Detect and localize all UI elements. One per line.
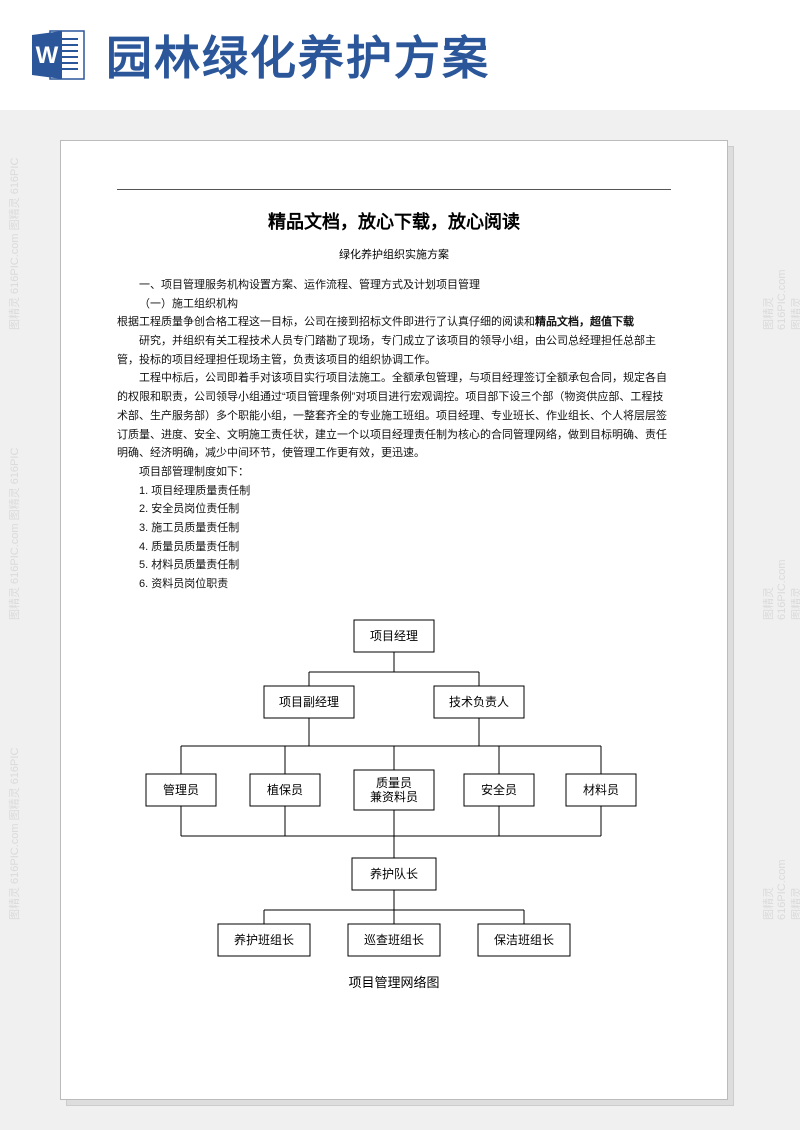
list-item: 6. 资料员岗位职责 — [117, 575, 671, 594]
svg-text:植保员: 植保员 — [267, 782, 303, 797]
chart-caption: 项目管理网络图 — [129, 972, 659, 991]
svg-text:养护队长: 养护队长 — [370, 866, 418, 881]
svg-text:项目经理: 项目经理 — [370, 629, 418, 643]
svg-text:兼资料员: 兼资料员 — [370, 790, 418, 804]
paragraph: （一）施工组织机构 — [117, 295, 671, 314]
watermark: 图精灵 616PIC.com 图精灵 616PIC — [760, 269, 800, 330]
divider — [117, 189, 671, 190]
org-chart-svg: 项目经理项目副经理 技术负责人管理员 植保员 质量员兼资料员 安全员 材料员养护队长养护班… — [134, 614, 654, 964]
paragraph: 一、项目管理服务机构设置方案、运作流程、管理方式及计划项目管理 — [117, 276, 671, 295]
watermark: 图精灵 616PIC.com 图精灵 616PIC — [6, 748, 22, 920]
svg-text:安全员: 安全员 — [481, 782, 517, 797]
list-item: 5. 材料员质量责任制 — [117, 556, 671, 575]
svg-text:质量员: 质量员 — [376, 776, 412, 790]
paragraph: 项目部管理制度如下： — [117, 463, 671, 482]
svg-text:巡查班组长: 巡查班组长 — [364, 933, 424, 947]
list-item: 4. 质量员质量责任制 — [117, 538, 671, 557]
doc-title: 精品文档，放心下载，放心阅读 — [117, 208, 671, 234]
text-run: 根据工程质量争创合格工程这一目标，公司在接到招标文件即进行了认真仔细的阅读和 — [117, 316, 535, 328]
watermark: 图精灵 616PIC.com 图精灵 616PIC — [760, 859, 800, 920]
watermark: 图精灵 616PIC.com 图精灵 616PIC — [6, 448, 22, 620]
doc-subtitle: 绿化养护组织实施方案 — [117, 246, 671, 262]
svg-text:技术负责人: 技术负责人 — [449, 695, 509, 709]
watermark: 图精灵 616PIC.com 图精灵 616PIC — [6, 158, 22, 330]
svg-text:W: W — [36, 42, 59, 69]
document-page: 精品文档，放心下载，放心阅读 绿化养护组织实施方案 一、项目管理服务机构设置方案… — [60, 140, 728, 1100]
text-bold: 精品文档，超值下载 — [535, 316, 634, 328]
svg-text:管理员: 管理员 — [163, 782, 199, 797]
page-title: 园林绿化养护方案 — [106, 22, 490, 88]
svg-text:项目副经理: 项目副经理 — [279, 695, 339, 709]
org-chart: 项目经理项目副经理 技术负责人管理员 植保员 质量员兼资料员 安全员 材料员养护队长养护班… — [117, 606, 671, 1009]
header-bar: W 园林绿化养护方案 — [0, 0, 800, 110]
list-item: 3. 施工员质量责任制 — [117, 519, 671, 538]
paragraph: 研究，并组织有关工程技术人员专门踏勘了现场，专门成立了该项目的领导小组，由公司总… — [117, 332, 671, 369]
svg-text:养护班组长: 养护班组长 — [234, 932, 294, 947]
svg-text:材料员: 材料员 — [583, 783, 619, 797]
list-item: 1. 项目经理质量责任制 — [117, 482, 671, 501]
svg-text:保洁班组长: 保洁班组长 — [494, 933, 554, 947]
list-item: 2. 安全员岗位责任制 — [117, 500, 671, 519]
watermark: 图精灵 616PIC.com 图精灵 616PIC — [760, 559, 800, 620]
paragraph: 根据工程质量争创合格工程这一目标，公司在接到招标文件即进行了认真仔细的阅读和精品… — [117, 313, 671, 332]
doc-body: 一、项目管理服务机构设置方案、运作流程、管理方式及计划项目管理 （一）施工组织机… — [117, 276, 671, 594]
paragraph: 工程中标后，公司即着手对该项目实行项目法施工。全额承包管理，与项目经理签订全额承… — [117, 369, 671, 462]
document-preview: 精品文档，放心下载，放心阅读 绿化养护组织实施方案 一、项目管理服务机构设置方案… — [60, 140, 740, 1100]
word-icon: W — [28, 25, 88, 85]
